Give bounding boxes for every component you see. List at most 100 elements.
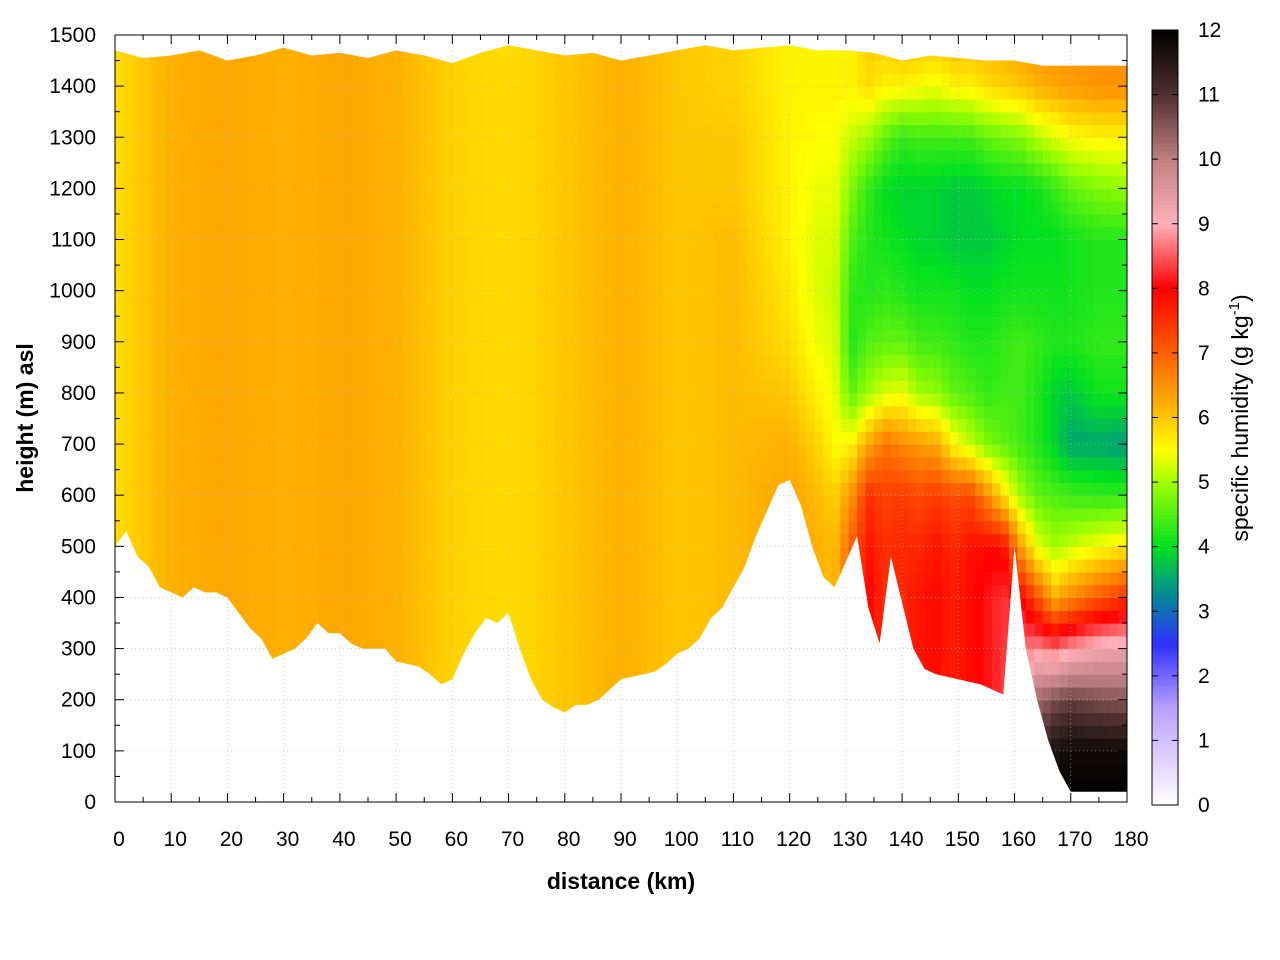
heatmap-cell — [241, 507, 251, 522]
heatmap-cell — [241, 265, 251, 279]
heatmap-cell — [739, 201, 749, 215]
heatmap-cell — [680, 354, 690, 368]
heatmap-cell — [115, 201, 125, 215]
heatmap-cell — [730, 150, 740, 164]
heatmap-cell — [308, 316, 318, 330]
heatmap-cell — [359, 226, 369, 241]
heatmap-cell — [502, 456, 512, 471]
heatmap-cell — [410, 60, 420, 74]
heatmap-cell — [502, 124, 512, 138]
heatmap-cell — [561, 392, 571, 407]
heatmap-cell — [157, 482, 167, 496]
heatmap-cell — [528, 648, 538, 662]
heatmap-cell — [772, 469, 782, 484]
heatmap-cell — [722, 584, 732, 599]
heatmap-cell — [798, 303, 808, 317]
heatmap-cell — [325, 86, 335, 100]
heatmap-cell — [443, 73, 453, 87]
heatmap-cell — [755, 329, 765, 343]
heatmap-cell — [486, 546, 496, 560]
heatmap-cell — [233, 226, 243, 241]
heatmap-cell — [553, 213, 563, 228]
heatmap-cell — [536, 265, 546, 279]
heatmap-cell — [798, 252, 808, 266]
heatmap-cell — [696, 533, 706, 547]
heatmap-cell — [249, 73, 259, 87]
heatmap-cell — [764, 73, 774, 87]
heatmap-cell — [578, 86, 588, 100]
heatmap-cell — [249, 239, 259, 253]
heatmap-cell — [570, 60, 580, 74]
heatmap-cell — [494, 47, 504, 62]
heatmap-cell — [174, 456, 184, 471]
heatmap-cell — [443, 520, 453, 535]
heatmap-cell — [637, 354, 647, 368]
heatmap-cell — [545, 584, 555, 599]
heatmap-cell — [654, 201, 664, 215]
heatmap-cell — [595, 559, 605, 573]
heatmap-cell — [713, 290, 723, 305]
heatmap-cell — [528, 124, 538, 138]
heatmap-cell — [587, 86, 597, 100]
heatmap-cell — [629, 520, 639, 535]
heatmap-cell — [283, 546, 293, 560]
heatmap-cell — [469, 150, 479, 164]
heatmap-cell — [393, 546, 403, 560]
heatmap-cell — [587, 124, 597, 138]
heatmap-cell — [233, 252, 243, 266]
heatmap-cell — [511, 290, 521, 305]
heatmap-cell — [806, 290, 816, 305]
heatmap-cell — [292, 456, 302, 471]
heatmap-cell — [553, 367, 563, 381]
heatmap-cell — [561, 635, 571, 650]
heatmap-cell — [696, 546, 706, 560]
heatmap-cell — [477, 495, 487, 509]
heatmap-cell — [494, 418, 504, 432]
heatmap-cell — [351, 137, 361, 151]
heatmap-cell — [115, 86, 125, 100]
heatmap-cell — [595, 162, 605, 177]
heatmap-cell — [561, 86, 571, 100]
heatmap-cell — [351, 73, 361, 87]
heatmap-cell — [300, 98, 310, 113]
heatmap-cell — [115, 265, 125, 279]
heatmap-cell — [789, 341, 799, 356]
heatmap-cell — [443, 303, 453, 317]
heatmap-cell — [283, 584, 293, 599]
heatmap-cell — [646, 303, 656, 317]
heatmap-cell — [713, 98, 723, 113]
heatmap-cell — [317, 610, 327, 624]
heatmap-cell — [384, 201, 394, 215]
heatmap-cell — [621, 252, 631, 266]
heatmap-cell — [325, 418, 335, 432]
heatmap-cell — [384, 73, 394, 87]
heatmap-cell — [283, 162, 293, 177]
heatmap-cell — [663, 418, 673, 432]
heatmap-cell — [772, 150, 782, 164]
heatmap-cell — [587, 316, 597, 330]
heatmap-cell — [216, 277, 226, 292]
heatmap-cell — [216, 316, 226, 330]
heatmap-cell — [216, 482, 226, 496]
heatmap-cell — [722, 520, 732, 535]
heatmap-cell — [764, 354, 774, 368]
heatmap-cell — [722, 277, 732, 292]
heatmap-cell — [536, 546, 546, 560]
heatmap-cell — [789, 150, 799, 164]
heatmap-cell — [140, 533, 150, 547]
heatmap-cell — [730, 482, 740, 496]
heatmap-cell — [410, 559, 420, 573]
heatmap-cell — [443, 597, 453, 611]
heatmap-cell — [443, 469, 453, 484]
heatmap-cell — [258, 571, 268, 586]
heatmap-cell — [460, 533, 470, 547]
heatmap-cell — [696, 623, 706, 637]
heatmap-cell — [654, 571, 664, 586]
heatmap-cell — [502, 86, 512, 100]
heatmap-cell — [460, 60, 470, 74]
heatmap-cell — [157, 533, 167, 547]
heatmap-cell — [368, 290, 378, 305]
heatmap-cell — [806, 444, 816, 458]
heatmap-cell — [224, 571, 234, 586]
heatmap-cell — [570, 290, 580, 305]
